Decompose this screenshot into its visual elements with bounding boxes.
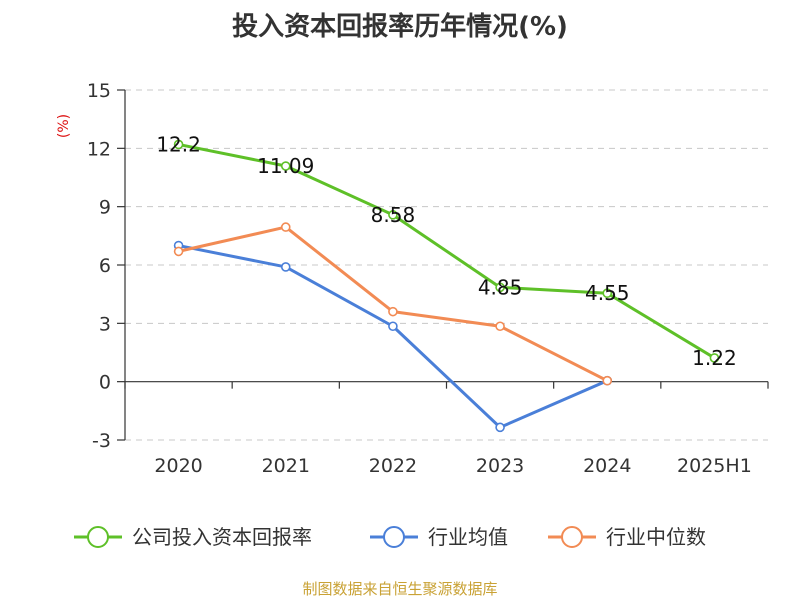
data-point: [495, 422, 505, 433]
data-point: [495, 321, 505, 332]
y-axis-unit: (%): [56, 114, 72, 138]
data-label: 4.55: [585, 281, 630, 305]
y-tick-label: -3: [92, 430, 111, 452]
data-point: [173, 246, 184, 257]
series-line: [178, 142, 716, 360]
legend-marker: [383, 526, 405, 548]
data-point: [280, 262, 291, 272]
series-line: [178, 225, 608, 383]
data-label: 8.58: [371, 203, 416, 227]
y-tick-label: 6: [99, 255, 111, 277]
data-point: [280, 222, 291, 232]
x-tick-label: 2021: [262, 455, 310, 477]
grid-lines: [125, 89, 768, 441]
x-tick-label: 2023: [476, 455, 524, 477]
data-point: [280, 161, 291, 171]
data-point: [602, 375, 613, 386]
y-tick-label: 3: [99, 313, 111, 335]
data-point: [709, 353, 720, 363]
data-label: 11.09: [257, 154, 314, 178]
data-point: [173, 139, 184, 150]
source-note: 制图数据来自恒生聚源数据库: [302, 580, 498, 598]
series-line: [178, 244, 608, 429]
x-tick-label: 2024: [583, 455, 631, 477]
legend-marker: [87, 526, 109, 548]
y-tick-label: 12: [87, 138, 111, 160]
legend-label: 行业均值: [428, 525, 508, 549]
data-label: 4.85: [478, 275, 523, 299]
legend: 公司投入资本回报率 行业均值 行业中位数: [74, 525, 706, 549]
legend-label: 行业中位数: [606, 525, 706, 549]
series-lines: [173, 139, 720, 433]
data-point: [388, 306, 398, 317]
data-labels: 12.2 11.09 8.58 4.85 4.55 1.22: [156, 132, 736, 370]
legend-marker: [561, 526, 583, 548]
y-tick-label: 9: [99, 197, 111, 219]
data-label: 1.22: [692, 346, 737, 370]
legend-label: 公司投入资本回报率: [132, 525, 312, 549]
data-point: [388, 321, 398, 332]
data-point: [388, 210, 398, 220]
chart-title: 投入资本回报率历年情况(%): [232, 12, 568, 42]
x-tick-label: 2020: [154, 455, 202, 477]
y-tick-label: 15: [87, 80, 111, 102]
data-point: [495, 282, 505, 293]
x-tick-label: 2025H1: [677, 455, 752, 477]
data-label: 12.2: [156, 132, 201, 156]
y-tick-label: 0: [99, 372, 111, 394]
data-point: [602, 288, 613, 298]
x-tick-label: 2022: [369, 455, 417, 477]
axes: -3 0 3 6 9 12 15 2020 2021 2022 2023 2024 2025H1 (%): [56, 80, 769, 477]
